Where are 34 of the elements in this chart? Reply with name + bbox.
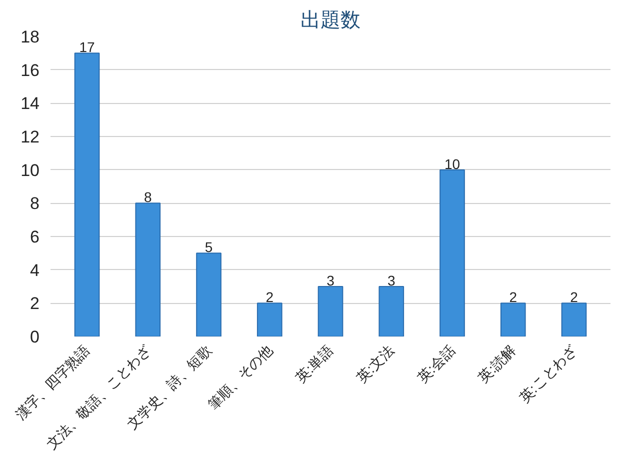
- y-tick-label: 0: [30, 328, 40, 346]
- y-tick-label: 10: [20, 160, 40, 180]
- data-label: 2: [266, 289, 274, 306]
- data-label: 17: [79, 39, 96, 56]
- bar: [256, 302, 282, 336]
- bar: [561, 302, 587, 336]
- y-tick-label: 16: [20, 60, 40, 80]
- bar: [74, 52, 100, 336]
- x-tick-label: 英:文法: [353, 342, 398, 386]
- y-tick-label: 2: [30, 294, 40, 314]
- bar: [440, 169, 465, 336]
- data-label: 3: [326, 272, 335, 288]
- data-label: 2: [509, 289, 518, 306]
- bar: [135, 202, 161, 336]
- bar: [378, 286, 404, 336]
- bar: [500, 302, 526, 336]
- bar: [318, 286, 344, 336]
- y-tick-label: 8: [30, 194, 40, 214]
- y-tick-label: 6: [30, 228, 40, 246]
- data-label: 10: [444, 156, 460, 172]
- data-label: 3: [387, 272, 396, 288]
- y-tick-label: 12: [20, 128, 40, 146]
- x-tick-label: 英:単語: [292, 342, 336, 386]
- bar: [196, 252, 222, 336]
- data-label: 5: [204, 239, 213, 256]
- chart-title: 出題数: [300, 8, 360, 32]
- y-tick-label: 14: [20, 94, 40, 114]
- y-tick-label: 18: [20, 28, 40, 46]
- x-tick-label: 英:会話: [414, 342, 458, 386]
- data-label: 2: [570, 289, 578, 306]
- x-tick-label: 英:ことわざ: [516, 342, 580, 406]
- y-tick-label: 4: [30, 260, 40, 280]
- x-tick-label: 英:読解: [475, 342, 519, 386]
- data-label: 8: [144, 189, 152, 206]
